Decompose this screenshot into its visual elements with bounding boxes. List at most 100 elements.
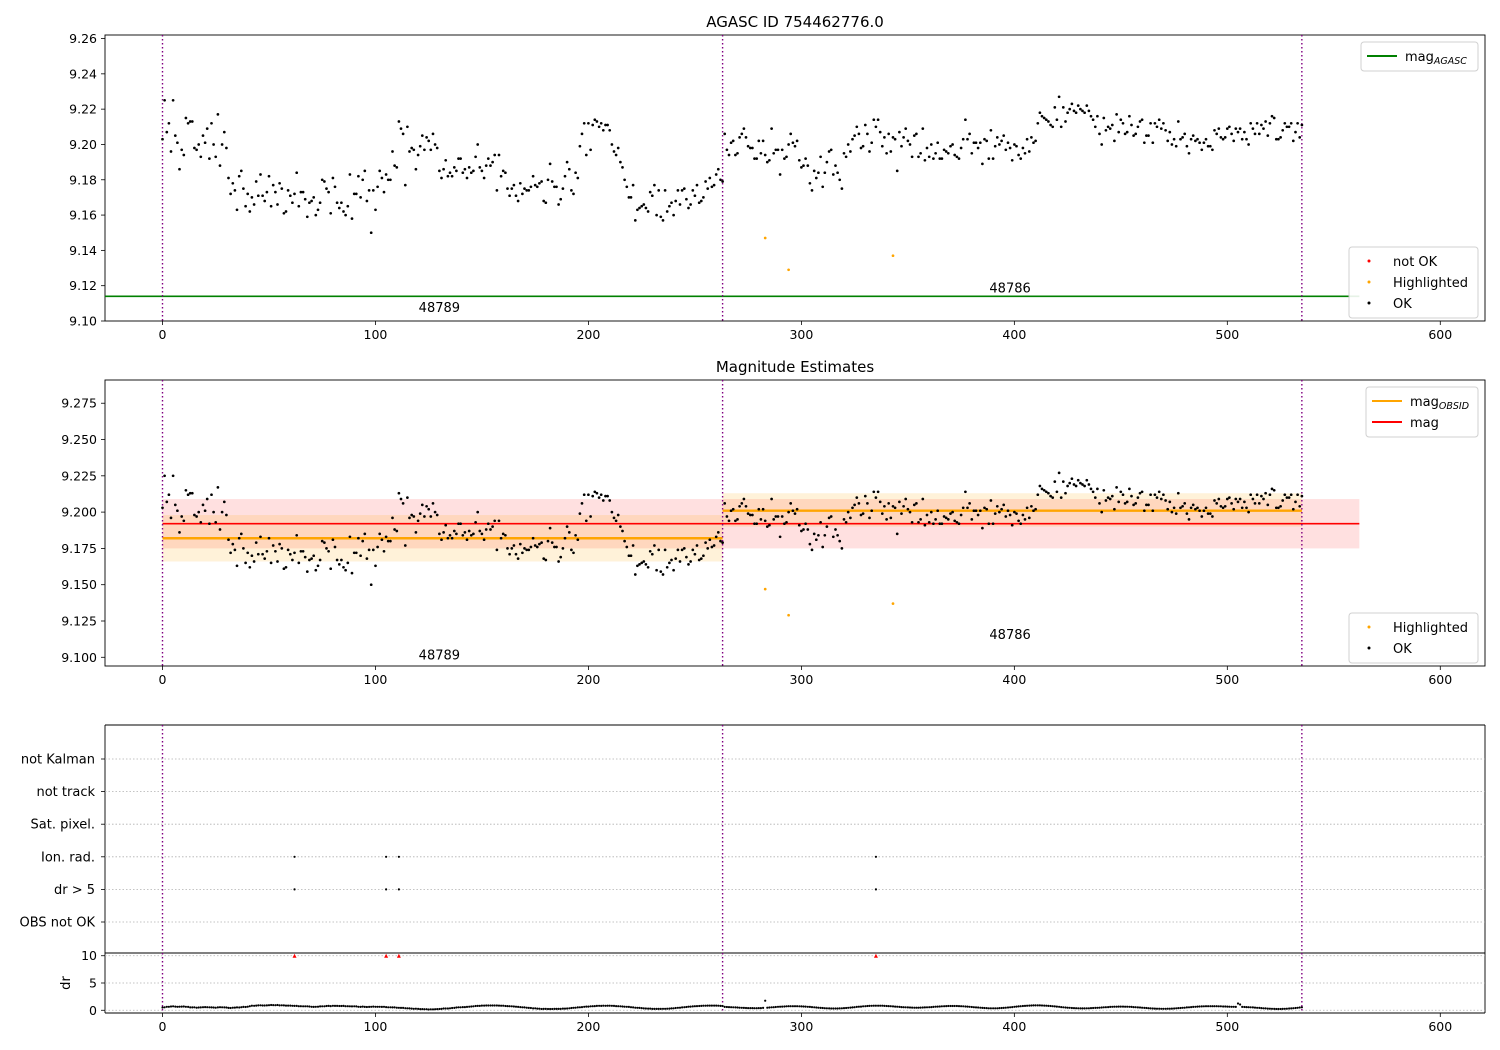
dr-point xyxy=(310,1005,313,1008)
ok-point xyxy=(689,203,692,206)
ok-point xyxy=(1128,487,1131,491)
flag-row-label: Ion. rad. xyxy=(41,850,95,865)
ok-point xyxy=(887,502,891,505)
ok-point xyxy=(921,497,925,501)
ok-point xyxy=(987,157,991,160)
dr-point xyxy=(546,1007,550,1011)
ok-point xyxy=(1266,134,1270,137)
dr-point xyxy=(218,1006,222,1009)
ok-point xyxy=(335,201,339,205)
dr-point xyxy=(1011,1006,1014,1009)
ok-point xyxy=(261,552,264,556)
ok-point xyxy=(538,542,541,546)
ok-point xyxy=(932,157,935,160)
ok-point xyxy=(834,528,837,531)
ok-point xyxy=(791,509,795,513)
ok-point xyxy=(1268,493,1272,497)
dr-point xyxy=(785,1005,788,1008)
ok-point xyxy=(167,493,171,497)
ok-point xyxy=(452,166,456,169)
x-tick-label: 0 xyxy=(159,327,167,342)
ok-point xyxy=(687,563,690,566)
flag-row-label: OBS not OK xyxy=(20,916,96,931)
ok-point xyxy=(369,583,373,587)
ok-point xyxy=(908,143,912,146)
ok-point xyxy=(578,144,582,148)
ok-point xyxy=(893,506,897,510)
dr-point xyxy=(163,1006,166,1009)
dr-point xyxy=(681,1006,684,1009)
ok-point xyxy=(1132,134,1135,137)
ok-point xyxy=(318,558,322,562)
ok-point xyxy=(868,516,871,520)
ok-point xyxy=(212,143,215,146)
ok-point xyxy=(171,474,175,478)
dr-point xyxy=(642,1007,645,1010)
ok-point xyxy=(293,551,296,555)
ok-point xyxy=(448,171,452,175)
ok-point xyxy=(442,167,445,171)
dr-point xyxy=(776,1005,780,1008)
dr-point xyxy=(1015,1005,1018,1008)
ok-point xyxy=(1096,114,1099,118)
ok-point xyxy=(1138,491,1142,495)
ok-point xyxy=(1159,497,1163,501)
dr-point xyxy=(333,1004,337,1008)
ok-point xyxy=(1042,488,1046,492)
ok-point xyxy=(544,558,548,562)
ok-point xyxy=(1155,496,1159,499)
dr-point xyxy=(370,1005,373,1008)
ok-point xyxy=(576,176,580,180)
dr-point xyxy=(1047,1004,1050,1008)
ok-point xyxy=(1096,487,1099,491)
dr-point xyxy=(674,1006,677,1010)
ok-point xyxy=(1232,507,1236,511)
dr-point xyxy=(815,1006,818,1009)
dr-point xyxy=(1034,1004,1037,1007)
y-tick-label: 9.10 xyxy=(69,314,97,329)
ok-point xyxy=(631,544,635,547)
ok-point xyxy=(927,520,931,524)
ok-point xyxy=(1076,104,1080,107)
ok-point xyxy=(1181,136,1184,139)
ok-point xyxy=(557,560,560,563)
dr-point xyxy=(585,1005,588,1008)
dr-point xyxy=(904,1006,907,1009)
ok-point xyxy=(1074,111,1078,115)
ok-point xyxy=(942,515,946,518)
dr-point xyxy=(1277,1007,1280,1011)
ok-point xyxy=(859,513,863,517)
ok-point xyxy=(282,567,286,571)
y-tick-label: 9.250 xyxy=(61,432,97,447)
ok-point xyxy=(1281,128,1285,132)
dr-point xyxy=(259,1004,262,1007)
dr-point xyxy=(1096,1006,1099,1009)
dr-point xyxy=(779,1005,782,1008)
ok-point xyxy=(465,538,469,542)
dr-point xyxy=(1187,1006,1191,1009)
ok-point xyxy=(1251,497,1255,501)
dr-point xyxy=(608,1004,611,1007)
ok-point xyxy=(991,522,995,526)
ok-point xyxy=(348,535,352,539)
dr-point xyxy=(1245,1006,1248,1009)
ok-point xyxy=(976,513,980,517)
ok-point xyxy=(180,515,184,518)
ok-point xyxy=(363,169,367,173)
ok-point xyxy=(248,565,252,569)
ok-point xyxy=(870,141,874,145)
dr-point xyxy=(549,1007,552,1011)
dr-point xyxy=(883,1004,886,1008)
ok-point xyxy=(567,531,571,534)
dr-point xyxy=(312,1005,315,1009)
ok-point xyxy=(648,549,652,553)
dr-point xyxy=(1200,1005,1203,1008)
ok-point xyxy=(218,528,222,531)
dr-point xyxy=(355,1005,358,1008)
ok-point xyxy=(1055,490,1059,494)
dr-point xyxy=(1115,1005,1118,1008)
dr-point xyxy=(523,1006,526,1009)
ok-point xyxy=(576,538,580,542)
ok-point xyxy=(423,515,426,518)
ok-point xyxy=(1093,125,1097,129)
